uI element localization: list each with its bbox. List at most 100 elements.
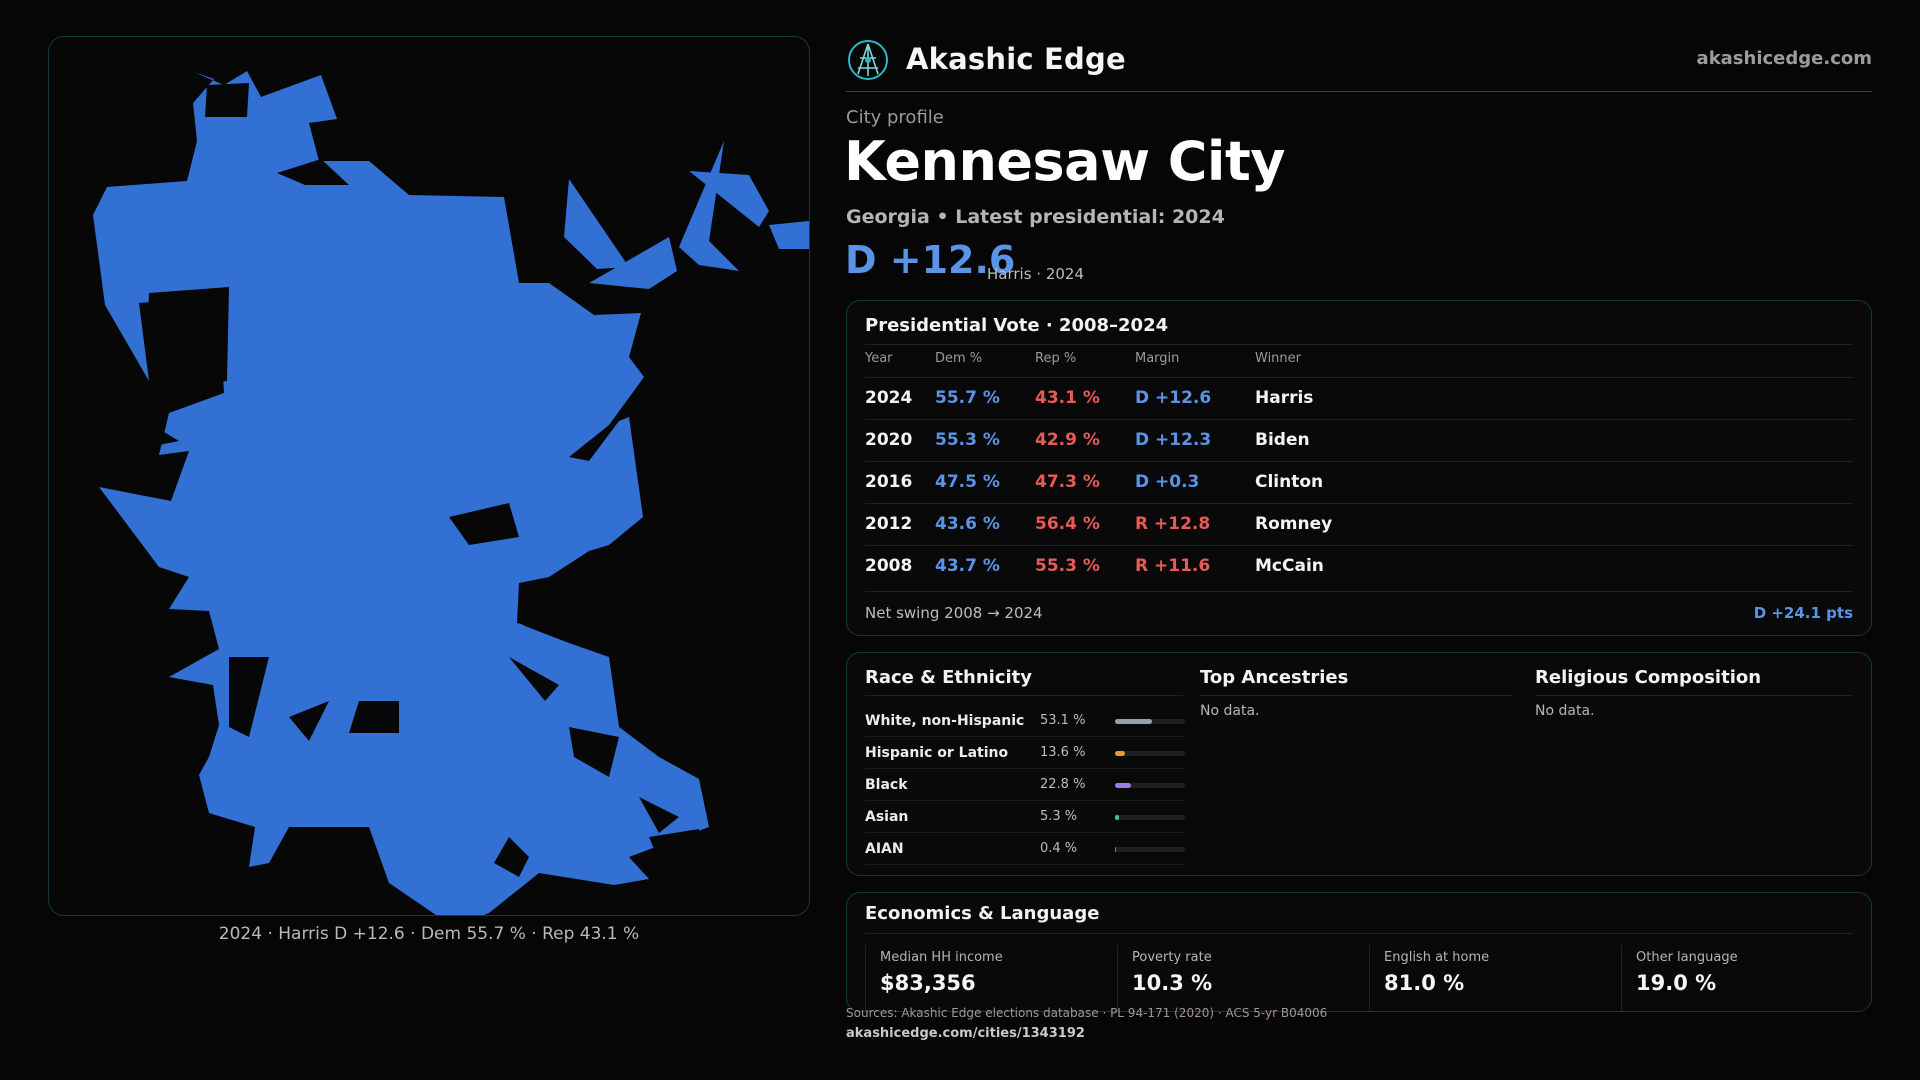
- stat-other-language: Other language 19.0 %: [1621, 945, 1855, 1011]
- cell-margin: D +12.6: [1135, 388, 1212, 408]
- map-caption: 2024 · Harris D +12.6 · Dem 55.7 % · Rep…: [218, 924, 640, 944]
- table-row: 2012 43.6 % 56.4 % R +12.8 Romney: [865, 503, 1853, 545]
- race-bar-track: [1115, 847, 1185, 852]
- cell-margin: R +11.6: [1135, 556, 1211, 576]
- sources-note: Sources: Akashic Edge elections database…: [846, 1006, 1328, 1020]
- table-header: Year Dem % Rep % Margin Winner: [847, 351, 1871, 377]
- latest-margin-note: Harris · 2024: [987, 265, 1085, 283]
- economics-card: Economics & Language Median HH income $8…: [846, 892, 1872, 1012]
- stat-value: $83,356: [880, 971, 976, 995]
- cell-winner: McCain: [1255, 556, 1324, 576]
- city-boundary-map[interactable]: [48, 36, 810, 916]
- stat-label: Other language: [1636, 950, 1738, 965]
- card-title: Presidential Vote · 2008–2024: [865, 315, 1169, 336]
- brand-name: Akashic Edge: [906, 42, 1126, 76]
- divider: [865, 933, 1853, 934]
- cell-dem: 55.7 %: [935, 388, 1000, 408]
- race-bar-track: [1115, 719, 1185, 724]
- city-boundary-shape: [93, 71, 809, 915]
- table-row: 2008 43.7 % 55.3 % R +11.6 McCain: [865, 545, 1853, 587]
- net-swing-row: Net swing 2008 → 2024 D +24.1 pts: [865, 591, 1853, 627]
- column-header-rep: Rep %: [1035, 351, 1077, 366]
- cell-year: 2024: [865, 388, 913, 408]
- race-bar-fill: [1115, 815, 1119, 820]
- race-bar-fill: [1115, 783, 1131, 788]
- column-header-winner: Winner: [1255, 351, 1302, 366]
- race-bar-fill: [1115, 847, 1116, 852]
- cell-winner: Harris: [1255, 388, 1314, 408]
- cell-dem: 55.3 %: [935, 430, 1000, 450]
- latest-margin: D +12.6: [845, 238, 1016, 282]
- section-title: Race & Ethnicity: [865, 667, 1032, 688]
- race-percent: 5.3 %: [1040, 809, 1078, 824]
- page-subtitle: Georgia • Latest presidential: 2024: [846, 206, 1225, 228]
- race-percent: 22.8 %: [1040, 777, 1086, 792]
- card-title: Economics & Language: [865, 903, 1100, 924]
- divider: [865, 344, 1853, 345]
- empty-state: No data.: [1535, 703, 1595, 719]
- race-ethnicity-section: Race & Ethnicity White, non-Hispanic 53.1…: [847, 653, 1185, 875]
- race-percent: 13.6 %: [1040, 745, 1086, 760]
- cell-year: 2020: [865, 430, 913, 450]
- race-percent: 0.4 %: [1040, 841, 1078, 856]
- cell-rep: 56.4 %: [1035, 514, 1100, 534]
- race-row: Hispanic or Latino 13.6 %: [865, 737, 1185, 769]
- stat-value: 19.0 %: [1636, 971, 1717, 995]
- race-label: AIAN: [865, 841, 904, 857]
- race-label: Black: [865, 777, 908, 793]
- divider: [1535, 695, 1853, 696]
- presidential-vote-card: Presidential Vote · 2008–2024 Year Dem %…: [846, 300, 1872, 636]
- race-bar-track: [1115, 783, 1185, 788]
- cell-year: 2016: [865, 472, 913, 492]
- race-bar-fill: [1115, 751, 1125, 756]
- cell-rep: 43.1 %: [1035, 388, 1100, 408]
- race-label: Asian: [865, 809, 909, 825]
- cell-winner: Clinton: [1255, 472, 1324, 492]
- cell-rep: 42.9 %: [1035, 430, 1100, 450]
- empty-state: No data.: [1200, 703, 1260, 719]
- stat-value: 10.3 %: [1132, 971, 1213, 995]
- section-title: Religious Composition: [1535, 667, 1762, 688]
- race-label: White, non-Hispanic: [865, 713, 1025, 729]
- table-row: 2016 47.5 % 47.3 % D +0.3 Clinton: [865, 461, 1853, 503]
- cell-dem: 43.6 %: [935, 514, 1000, 534]
- race-percent: 53.1 %: [1040, 713, 1086, 728]
- brand-header: Akashic Edge akashicedge.com: [846, 36, 1872, 92]
- stat-label: Median HH income: [880, 950, 1003, 965]
- cell-dem: 47.5 %: [935, 472, 1000, 492]
- cell-rep: 47.3 %: [1035, 472, 1100, 492]
- cell-margin: R +12.8: [1135, 514, 1211, 534]
- divider: [865, 695, 1183, 696]
- section-title: Top Ancestries: [1200, 667, 1349, 688]
- column-header-dem: Dem %: [935, 351, 983, 366]
- stat-poverty-rate: Poverty rate 10.3 %: [1117, 945, 1369, 1011]
- column-header-year: Year: [865, 351, 893, 366]
- demographics-card: Race & Ethnicity White, non-Hispanic 53.1…: [846, 652, 1872, 876]
- divider: [1200, 695, 1512, 696]
- table-row: 2024 55.7 % 43.1 % D +12.6 Harris: [865, 377, 1853, 419]
- net-swing-value: D +24.1 pts: [1753, 604, 1853, 622]
- religion-section: Religious Composition No data.: [1517, 653, 1853, 875]
- cell-year: 2008: [865, 556, 913, 576]
- race-row: AIAN 0.4 %: [865, 833, 1185, 865]
- cell-margin: D +0.3: [1135, 472, 1200, 492]
- brand-domain-link[interactable]: akashicedge.com: [1696, 48, 1872, 69]
- table-row: 2020 55.3 % 42.9 % D +12.3 Biden: [865, 419, 1853, 461]
- race-bar-fill: [1115, 719, 1153, 724]
- stat-label: English at home: [1384, 950, 1490, 965]
- page-title: Kennesaw City: [844, 130, 1285, 193]
- cell-dem: 43.7 %: [935, 556, 1000, 576]
- race-bar-track: [1115, 815, 1185, 820]
- stat-value: 81.0 %: [1384, 971, 1465, 995]
- cell-winner: Romney: [1255, 514, 1333, 534]
- stat-label: Poverty rate: [1132, 950, 1212, 965]
- source-url-link[interactable]: akashicedge.com/cities/1343192: [846, 1026, 1085, 1041]
- column-header-margin: Margin: [1135, 351, 1180, 366]
- cell-margin: D +12.3: [1135, 430, 1212, 450]
- stat-median-income: Median HH income $83,356: [865, 945, 1117, 1011]
- race-bar-track: [1115, 751, 1185, 756]
- ancestries-section: Top Ancestries No data.: [1182, 653, 1512, 875]
- cell-winner: Biden: [1255, 430, 1310, 450]
- race-row: White, non-Hispanic 53.1 %: [865, 705, 1185, 737]
